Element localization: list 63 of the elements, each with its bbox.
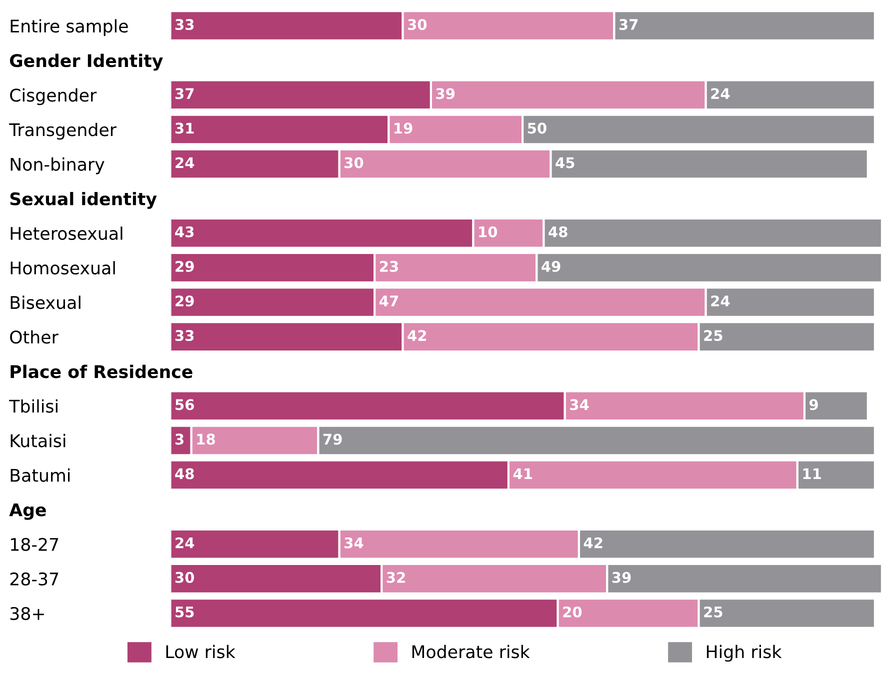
data-label: 24 bbox=[711, 88, 730, 99]
y-tick-label: 18-27 bbox=[11, 538, 58, 551]
data-label: 43 bbox=[175, 226, 194, 238]
data-label: 10 bbox=[479, 226, 498, 238]
data-label: 11 bbox=[803, 468, 821, 480]
data-label: 33 bbox=[175, 330, 194, 342]
data-label: 37 bbox=[175, 88, 194, 100]
data-label: 25 bbox=[704, 606, 722, 618]
y-tick-label: Kutaisi bbox=[10, 434, 66, 448]
legend-label: Low risk bbox=[166, 644, 236, 658]
y-tick-label: Place of Residence bbox=[10, 364, 192, 378]
y-tick-label: Age bbox=[9, 503, 46, 520]
y-tick-label: Tbilisi bbox=[9, 399, 58, 413]
data-label: 29 bbox=[176, 260, 194, 272]
y-tick-label: Gender Identity bbox=[10, 54, 163, 71]
data-label: 19 bbox=[394, 122, 412, 134]
data-label: 23 bbox=[380, 260, 398, 272]
data-label: 41 bbox=[513, 468, 532, 480]
data-label: 24 bbox=[711, 295, 730, 306]
legend-label: High risk bbox=[706, 644, 782, 662]
data-label: 56 bbox=[176, 399, 194, 410]
data-label: 24 bbox=[176, 537, 194, 548]
data-label: 25 bbox=[704, 330, 722, 342]
data-label: 48 bbox=[548, 226, 568, 238]
y-tick-label: Cisgender bbox=[10, 88, 97, 106]
y-tick-label: Batumi bbox=[10, 468, 70, 482]
data-label: 48 bbox=[175, 468, 194, 480]
data-label: 24 bbox=[176, 157, 194, 168]
data-label: 42 bbox=[584, 537, 602, 548]
y-tick-label: Homosexual bbox=[10, 261, 115, 275]
data-label: 55 bbox=[176, 606, 194, 618]
data-label: 30 bbox=[344, 157, 364, 168]
data-label: 33 bbox=[175, 18, 194, 30]
data-label: 30 bbox=[175, 572, 194, 583]
data-label: 29 bbox=[176, 295, 194, 306]
data-label: 42 bbox=[408, 330, 426, 341]
data-label: 47 bbox=[379, 296, 398, 306]
data-label: 18 bbox=[197, 434, 215, 445]
data-label: 32 bbox=[386, 572, 405, 583]
data-label: 37 bbox=[619, 18, 638, 30]
data-label: 34 bbox=[570, 399, 589, 410]
data-label: 34 bbox=[344, 537, 364, 548]
data-label: 20 bbox=[563, 606, 582, 618]
y-tick-label: Other bbox=[10, 330, 58, 344]
data-label: 45 bbox=[556, 157, 574, 168]
data-label: 31 bbox=[175, 122, 194, 134]
y-tick-label: Transgender bbox=[9, 122, 117, 140]
data-label: 49 bbox=[542, 260, 560, 272]
y-tick-label: Sexual identity bbox=[10, 192, 157, 209]
y-tick-label: 28-37 bbox=[10, 572, 58, 586]
y-tick-label: 38+ bbox=[10, 606, 44, 620]
y-tick-label: Bisexual bbox=[10, 296, 80, 310]
data-label: 39 bbox=[612, 572, 631, 583]
data-label: 39 bbox=[436, 88, 455, 100]
y-tick-label: Entire sample bbox=[10, 19, 128, 36]
data-label: 9 bbox=[809, 399, 818, 410]
data-label: 79 bbox=[323, 434, 342, 445]
y-tick-label: Heterosexual bbox=[10, 226, 122, 240]
data-label: 3 bbox=[175, 434, 184, 445]
legend-label: Moderate risk bbox=[412, 644, 530, 658]
y-tick-label: Non-binary bbox=[10, 157, 104, 174]
data-label: 30 bbox=[408, 18, 427, 30]
data-label: 50 bbox=[528, 122, 546, 134]
